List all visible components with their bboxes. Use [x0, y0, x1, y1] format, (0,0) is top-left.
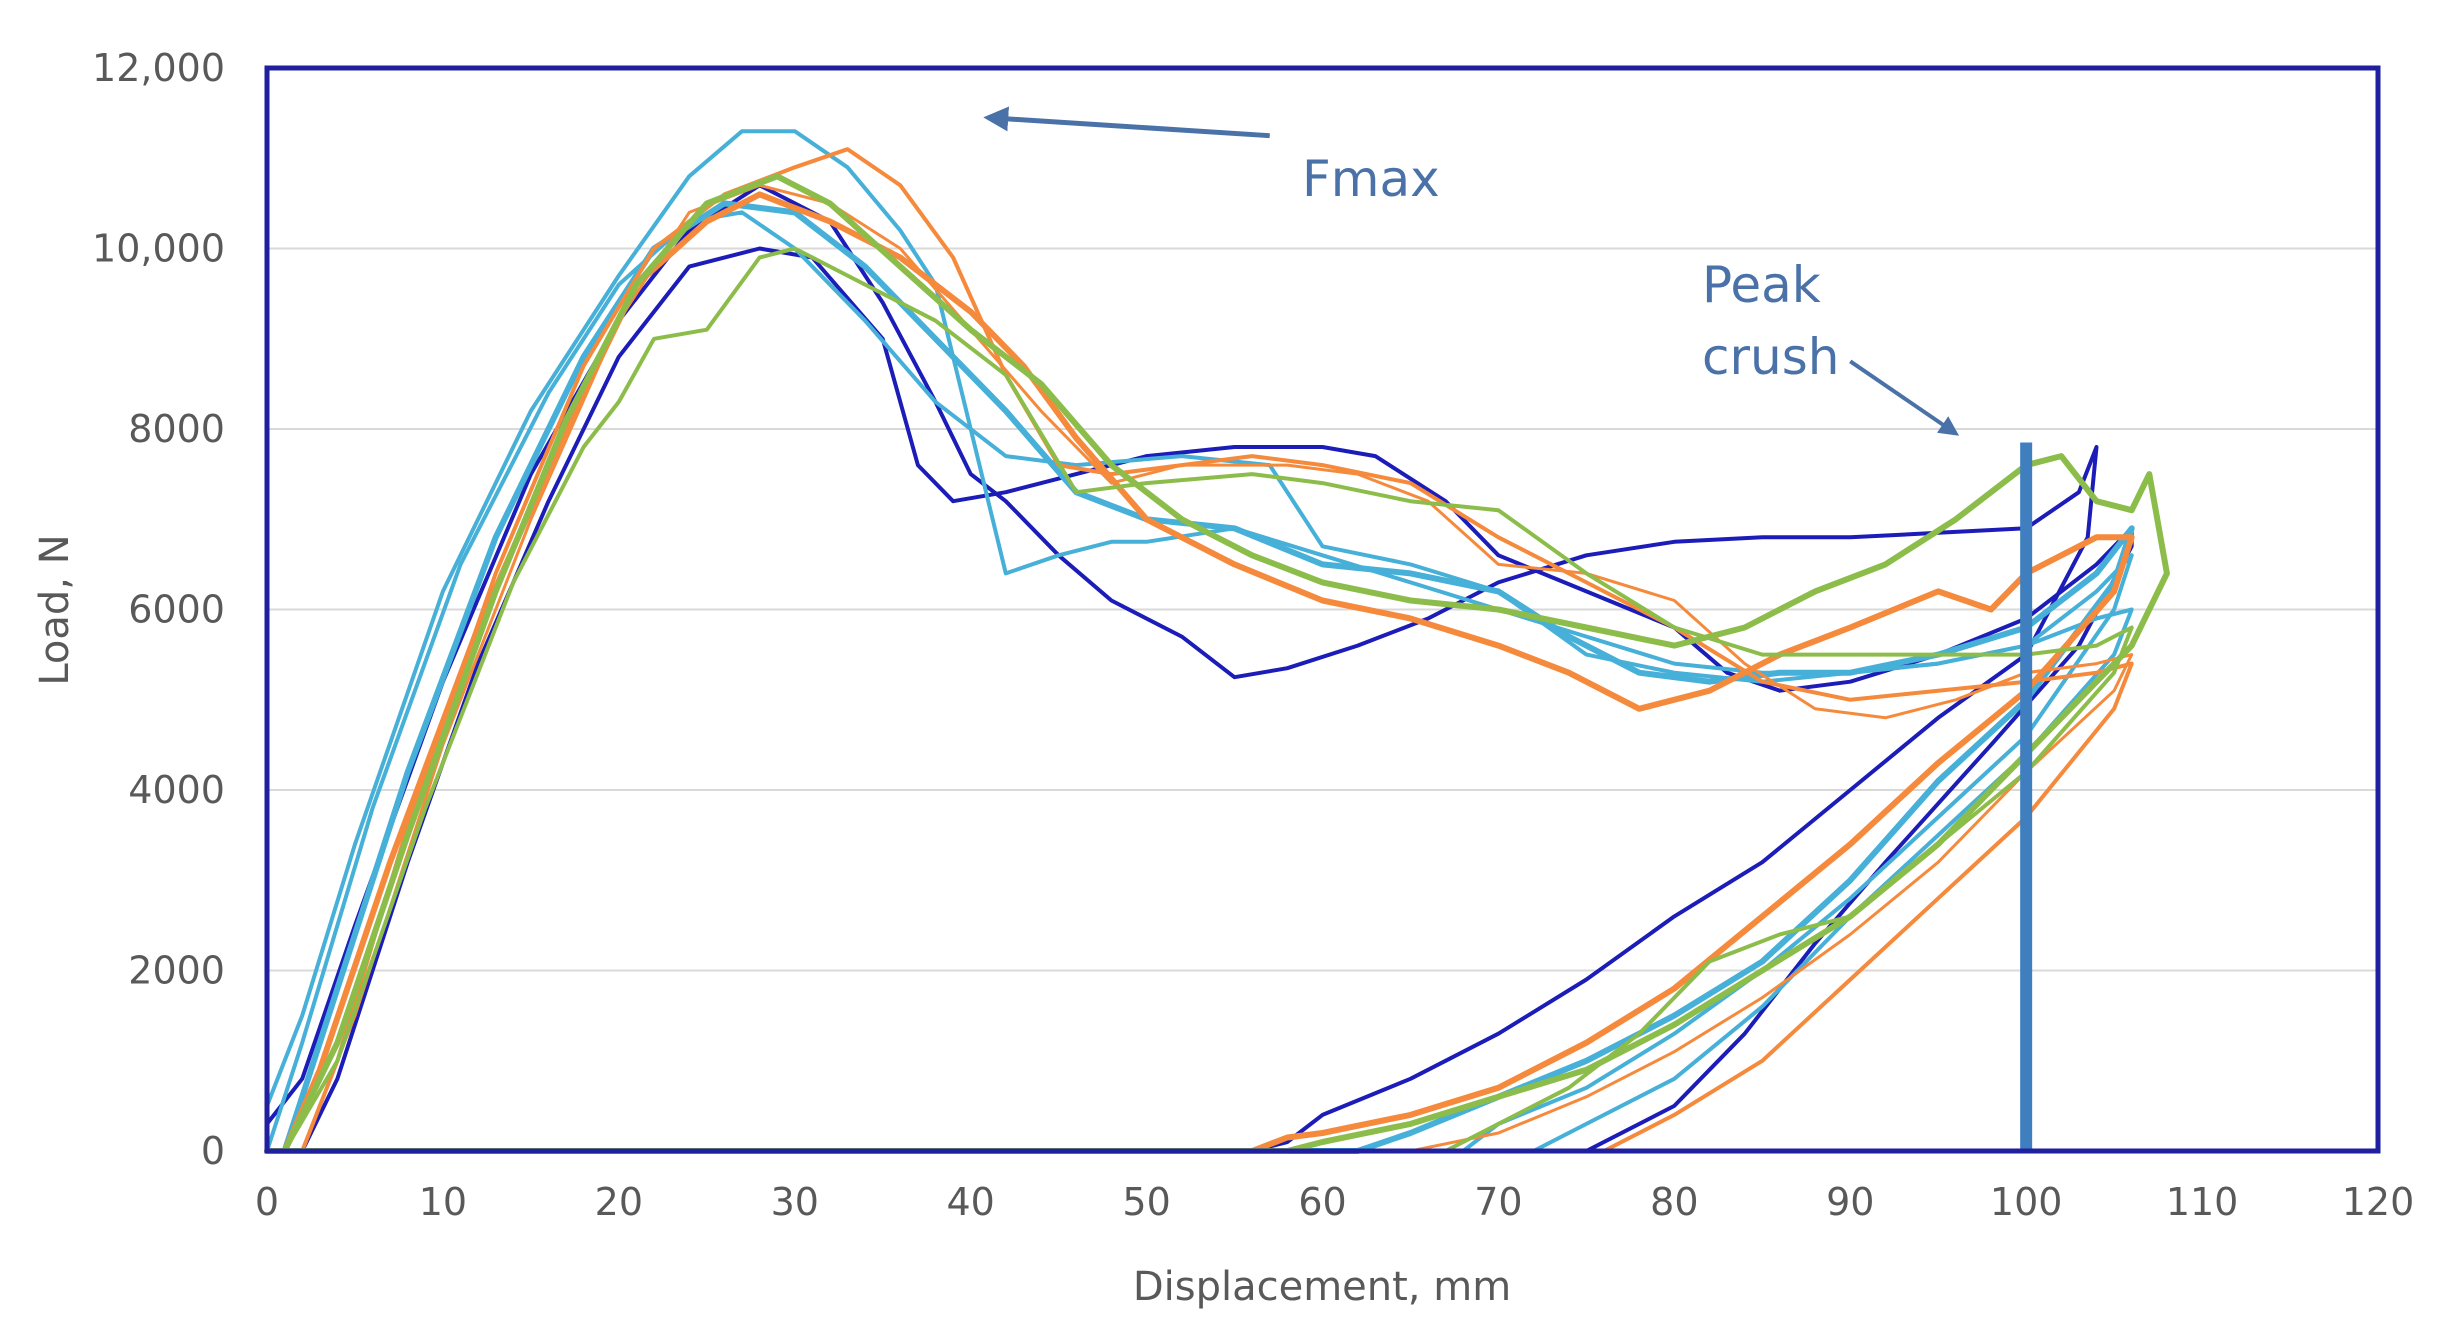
- x-tick-label: 0: [255, 1180, 279, 1224]
- x-tick-label: 70: [1474, 1180, 1522, 1224]
- y-tick-label: 6000: [128, 588, 225, 632]
- series-lines: [264, 129, 2170, 1154]
- annotations: Fmax Peak crush: [983, 106, 1960, 436]
- y-tick-label: 4000: [128, 768, 225, 812]
- x-tick-label: 120: [2342, 1180, 2415, 1224]
- crush-label: crush: [1702, 328, 1839, 386]
- x-tick-label: 60: [1298, 1180, 1346, 1224]
- series-line-10: [264, 173, 2170, 1154]
- y-tick-label: 2000: [128, 949, 225, 993]
- series-line-7: [264, 191, 2135, 1154]
- series-line-2: [265, 246, 2134, 1153]
- series-line-3: [265, 129, 2134, 1153]
- fmax-label: Fmax: [1302, 150, 1440, 208]
- fmax-arrow: [983, 106, 1270, 139]
- y-tick-label: 8000: [128, 407, 225, 451]
- y-tick-label: 12,000: [92, 46, 225, 90]
- x-tick-label: 90: [1826, 1180, 1874, 1224]
- series-line-9: [265, 246, 2134, 1153]
- x-tick-label: 40: [946, 1180, 994, 1224]
- series-line-5: [264, 200, 2135, 1154]
- x-tick-label: 100: [1990, 1180, 2063, 1224]
- x-axis-title: Displacement, mm: [1133, 1264, 1511, 1310]
- peak-label: Peak: [1702, 256, 1821, 314]
- x-tick-label: 30: [771, 1180, 819, 1224]
- y-tick-label: 0: [201, 1129, 225, 1173]
- x-axis-tick-labels: 0 10 20 30 40 50 60 70 80 90 100 110 120: [255, 1180, 2414, 1224]
- y-axis-title: Load, N: [32, 534, 78, 685]
- x-tick-label: 20: [595, 1180, 643, 1224]
- y-tick-label: 10,000: [92, 227, 225, 271]
- x-tick-label: 80: [1650, 1180, 1698, 1224]
- x-tick-label: 10: [419, 1180, 467, 1224]
- x-tick-label: 110: [2166, 1180, 2239, 1224]
- series-line-8: [265, 183, 2134, 1153]
- peak-crush-arrow: [1849, 359, 1960, 436]
- plot-area-frame: [264, 65, 2381, 1154]
- y-axis-tick-labels: 0 2000 4000 6000 8000 10,000 12,000: [92, 46, 225, 1173]
- x-tick-label: 50: [1122, 1180, 1170, 1224]
